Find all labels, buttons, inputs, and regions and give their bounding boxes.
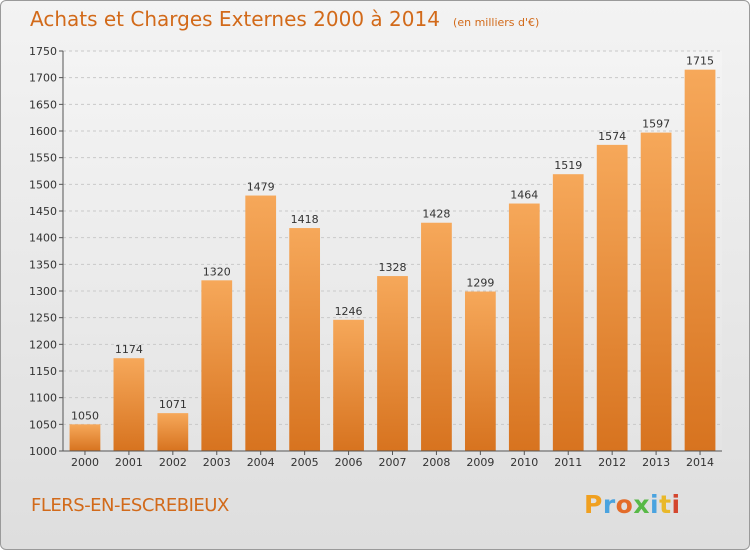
x-tick-label-2013: 2013 (642, 456, 670, 469)
data-label-2007: 1328 (379, 261, 407, 274)
bar-2005 (289, 228, 321, 451)
x-tick-label-2000: 2000 (71, 456, 99, 469)
data-label-2011: 1519 (554, 159, 582, 172)
data-label-2009: 1299 (466, 277, 494, 290)
place-name: FLERS-EN-ESCREBIEUX (31, 495, 229, 516)
x-tick-label-2004: 2004 (247, 456, 275, 469)
bar-2000 (69, 424, 101, 451)
x-tick-label-2005: 2005 (291, 456, 319, 469)
data-label-2002: 1071 (159, 398, 187, 411)
x-tick-label-2002: 2002 (159, 456, 187, 469)
bar-2009 (464, 291, 496, 451)
x-tick-label-2010: 2010 (510, 456, 538, 469)
bar-2012 (596, 144, 628, 451)
y-tick-label: 1750 (29, 45, 57, 58)
logo-letter: i (671, 490, 681, 519)
y-tick-label: 1650 (29, 98, 57, 111)
data-label-2001: 1174 (115, 343, 143, 356)
x-tick-label-2014: 2014 (686, 456, 714, 469)
x-tick-label-2008: 2008 (422, 456, 450, 469)
y-tick-label: 1400 (29, 232, 57, 245)
bar-2014 (684, 69, 716, 452)
logo-letter: o (615, 490, 634, 519)
proxiti-logo[interactable]: Proxiti (584, 490, 681, 519)
chart-title: Achats et Charges Externes 2000 à 2014 (30, 7, 440, 31)
data-label-2000: 1050 (71, 409, 99, 422)
x-tick-label-2007: 2007 (379, 456, 407, 469)
x-tick-label-2006: 2006 (335, 456, 363, 469)
y-tick-label: 1200 (29, 338, 57, 351)
bar-2011 (552, 174, 584, 451)
x-tick-label-2009: 2009 (466, 456, 494, 469)
y-tick-label: 1700 (29, 72, 57, 85)
x-tick-label-2003: 2003 (203, 456, 231, 469)
x-tick-label-2001: 2001 (115, 456, 143, 469)
y-tick-label: 1450 (29, 205, 57, 218)
y-tick-label: 1050 (29, 418, 57, 431)
title-row: Achats et Charges Externes 2000 à 2014 (… (30, 7, 539, 31)
axes: 1000 1050 1100 1150 1200 1250 1300 1350 1400 1450… (29, 45, 722, 469)
logo-letter: x (633, 490, 650, 519)
logo-letter: r (602, 490, 616, 519)
bar-2001 (113, 358, 145, 451)
chart-unit: (en milliers d'€) (453, 16, 540, 29)
y-tick-label: 1300 (29, 285, 57, 298)
data-label-2005: 1418 (291, 213, 319, 226)
y-tick-label: 1600 (29, 125, 57, 138)
y-tick-label: 1000 (29, 445, 57, 458)
bar-2004 (245, 195, 277, 451)
logo-letter: t (659, 490, 672, 519)
bar-2006 (333, 319, 364, 451)
y-tick-label: 1350 (29, 258, 57, 271)
y-tick-label: 1550 (29, 152, 57, 165)
x-tick-label-2012: 2012 (598, 456, 626, 469)
data-label-2006: 1246 (335, 305, 363, 318)
y-tick-label: 1500 (29, 178, 57, 191)
bar-2010 (508, 203, 540, 451)
logo-letter: P (584, 490, 603, 519)
y-tick-label: 1150 (29, 365, 57, 378)
bars: 1050 1174 1071 1320 1479 1418 1246 1328 1428 1299… (69, 55, 716, 452)
bar-2007 (377, 276, 408, 451)
data-label-2004: 1479 (247, 181, 275, 194)
y-tick-label: 1100 (29, 392, 57, 405)
data-label-2012: 1574 (598, 130, 626, 143)
logo-letter: i (650, 490, 660, 519)
bar-2003 (201, 280, 233, 451)
x-tick-label-2011: 2011 (554, 456, 582, 469)
data-label-2003: 1320 (203, 265, 231, 278)
data-label-2008: 1428 (422, 208, 450, 221)
bar-2013 (640, 132, 672, 451)
bar-2008 (421, 222, 452, 451)
grid-lines (63, 50, 722, 452)
y-tick-label: 1250 (29, 312, 57, 325)
data-label-2014: 1715 (686, 55, 714, 68)
data-label-2010: 1464 (510, 189, 538, 202)
bar-2002 (157, 413, 189, 451)
data-label-2013: 1597 (642, 118, 670, 131)
